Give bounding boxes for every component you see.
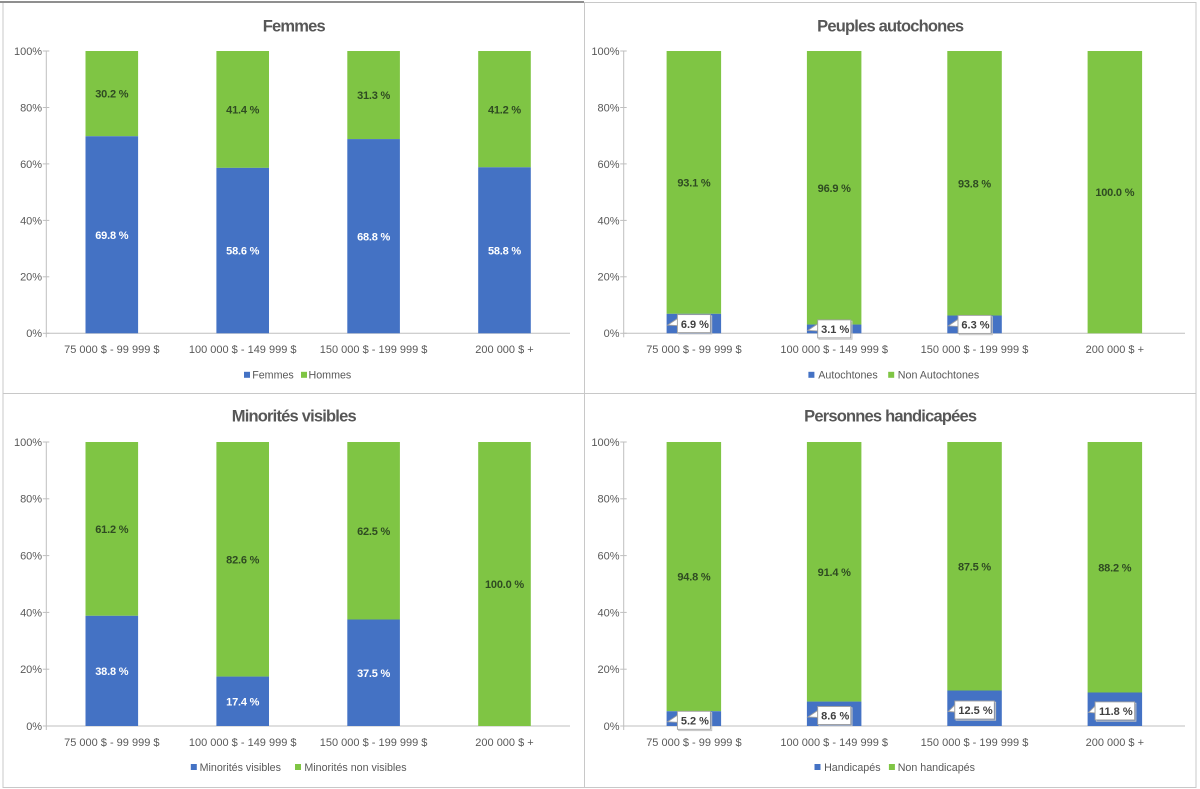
svg-text:Autochtones: Autochtones: [818, 370, 877, 382]
svg-text:41.2 %: 41.2 %: [488, 104, 521, 116]
svg-text:150 000 $ - 199 999 $: 150 000 $ - 199 999 $: [921, 344, 1029, 356]
svg-text:37.5 %: 37.5 %: [357, 668, 390, 680]
svg-text:100 000 $ - 149 999 $: 100 000 $ - 149 999 $: [189, 344, 297, 356]
svg-text:Peuples autochones: Peuples autochones: [817, 18, 964, 36]
svg-text:Minorités visibles: Minorités visibles: [200, 762, 281, 774]
svg-text:20%: 20%: [597, 664, 619, 676]
svg-text:20%: 20%: [597, 272, 619, 284]
svg-text:0%: 0%: [26, 328, 42, 340]
svg-text:Non Autochtones: Non Autochtones: [898, 370, 979, 382]
svg-text:60%: 60%: [597, 551, 619, 563]
svg-text:11.8 %: 11.8 %: [1099, 706, 1133, 718]
svg-text:100%: 100%: [591, 437, 619, 449]
svg-text:87.5 %: 87.5 %: [958, 561, 991, 573]
svg-text:40%: 40%: [20, 607, 42, 619]
svg-text:75 000 $ - 99 999 $: 75 000 $ - 99 999 $: [646, 344, 741, 356]
svg-text:58.8 %: 58.8 %: [488, 245, 521, 257]
svg-text:80%: 80%: [20, 494, 42, 506]
svg-text:0%: 0%: [604, 328, 620, 340]
svg-text:5.2 %: 5.2 %: [681, 716, 709, 728]
svg-text:75 000 $ - 99 999 $: 75 000 $ - 99 999 $: [64, 344, 159, 356]
svg-text:6.3 %: 6.3 %: [961, 320, 989, 332]
svg-text:Hommes: Hommes: [309, 370, 352, 382]
svg-text:100%: 100%: [14, 437, 42, 449]
svg-text:60%: 60%: [20, 159, 42, 171]
svg-text:100%: 100%: [591, 46, 619, 58]
svg-text:0%: 0%: [604, 721, 620, 733]
svg-text:40%: 40%: [597, 607, 619, 619]
svg-text:80%: 80%: [597, 494, 619, 506]
svg-text:150 000 $ - 199 999 $: 150 000 $ - 199 999 $: [921, 737, 1029, 749]
svg-text:100 000 $ - 149 999 $: 100 000 $ - 149 999 $: [780, 344, 888, 356]
svg-text:61.2 %: 61.2 %: [95, 524, 128, 536]
svg-text:93.1 %: 93.1 %: [677, 178, 710, 190]
svg-text:38.8 %: 38.8 %: [95, 666, 128, 678]
svg-text:150 000 $ - 199 999 $: 150 000 $ - 199 999 $: [320, 737, 428, 749]
svg-text:20%: 20%: [20, 272, 42, 284]
svg-text:80%: 80%: [20, 102, 42, 114]
svg-text:58.6 %: 58.6 %: [226, 246, 259, 258]
svg-text:3.1 %: 3.1 %: [821, 324, 849, 336]
svg-text:100%: 100%: [14, 46, 42, 58]
svg-text:200 000 $ +: 200 000 $ +: [1086, 344, 1144, 356]
svg-text:100 000 $ - 149 999 $: 100 000 $ - 149 999 $: [780, 737, 888, 749]
svg-text:100.0 %: 100.0 %: [1095, 187, 1134, 199]
svg-text:91.4 %: 91.4 %: [818, 567, 851, 579]
svg-text:30.2 %: 30.2 %: [95, 89, 128, 101]
svg-text:80%: 80%: [597, 102, 619, 114]
svg-text:40%: 40%: [597, 215, 619, 227]
svg-text:41.4 %: 41.4 %: [226, 105, 259, 117]
svg-text:96.9 %: 96.9 %: [818, 183, 851, 195]
svg-text:6.9 %: 6.9 %: [681, 319, 709, 331]
svg-text:Femmes: Femmes: [252, 370, 294, 382]
svg-text:75 000 $ - 99 999 $: 75 000 $ - 99 999 $: [646, 737, 741, 749]
svg-text:200 000 $ +: 200 000 $ +: [1086, 737, 1144, 749]
svg-text:12.5 %: 12.5 %: [958, 705, 992, 717]
svg-text:100.0 %: 100.0 %: [485, 579, 524, 591]
svg-text:Handicapés: Handicapés: [824, 762, 880, 774]
svg-text:Personnes handicapées: Personnes handicapées: [804, 408, 977, 426]
svg-text:60%: 60%: [597, 159, 619, 171]
svg-text:0%: 0%: [26, 721, 42, 733]
svg-text:Non handicapés: Non handicapés: [898, 762, 975, 774]
svg-text:Minorités visibles: Minorités visibles: [232, 408, 357, 426]
svg-text:100 000 $ - 149 999 $: 100 000 $ - 149 999 $: [189, 737, 297, 749]
svg-text:88.2 %: 88.2 %: [1098, 562, 1131, 574]
svg-text:Minorités non visibles: Minorités non visibles: [304, 762, 406, 774]
svg-text:94.8 %: 94.8 %: [677, 572, 710, 584]
svg-text:31.3 %: 31.3 %: [357, 90, 390, 102]
svg-text:8.6 %: 8.6 %: [821, 711, 849, 723]
svg-text:69.8 %: 69.8 %: [95, 230, 128, 242]
svg-text:150 000 $ - 199 999 $: 150 000 $ - 199 999 $: [320, 344, 428, 356]
svg-text:17.4 %: 17.4 %: [226, 696, 259, 708]
svg-text:60%: 60%: [20, 551, 42, 563]
svg-text:20%: 20%: [20, 664, 42, 676]
svg-text:75 000 $ - 99 999 $: 75 000 $ - 99 999 $: [64, 737, 159, 749]
svg-text:93.8 %: 93.8 %: [958, 178, 991, 190]
svg-text:68.8 %: 68.8 %: [357, 231, 390, 243]
svg-text:82.6 %: 82.6 %: [226, 554, 259, 566]
svg-text:200 000 $ +: 200 000 $ +: [475, 737, 533, 749]
svg-text:40%: 40%: [20, 215, 42, 227]
svg-text:Femmes: Femmes: [263, 18, 326, 36]
svg-text:200 000 $ +: 200 000 $ +: [475, 344, 533, 356]
svg-text:62.5 %: 62.5 %: [357, 526, 390, 538]
